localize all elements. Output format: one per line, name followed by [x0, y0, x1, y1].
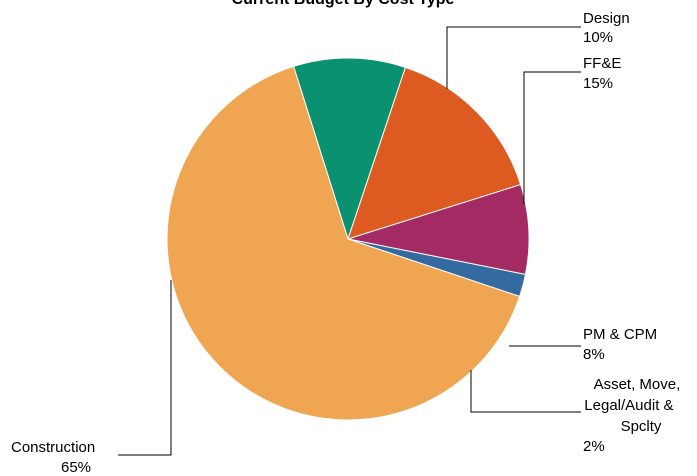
pie-slice-construction	[166, 65, 521, 421]
chart-title: Current Budget By Cost Type	[232, 0, 455, 8]
leader-line-ffe	[523, 71, 581, 204]
slice-value-pm-cpm: 8%	[583, 346, 605, 363]
pie-slice-ff-e	[347, 66, 522, 240]
slice-label-asset-line3: Spclty	[621, 418, 662, 435]
leader-line-asset	[470, 370, 581, 413]
slice-value-ffe: 15%	[583, 75, 613, 92]
pie-slice-design	[292, 57, 407, 241]
slice-label-asset-line2: Legal/Audit &	[584, 397, 673, 414]
leader-line-construction	[118, 280, 172, 456]
slice-label-construction: Construction	[11, 439, 95, 456]
slice-value-asset: 2%	[583, 438, 605, 455]
slice-label-ffe: FF&E	[583, 55, 621, 72]
slice-label-pm-cpm: PM & CPM	[583, 326, 657, 343]
leader-line-design	[446, 26, 581, 89]
slice-label-asset-line1: Asset, Move,	[594, 376, 681, 393]
slice-label-design: Design	[583, 10, 630, 27]
slice-value-design: 10%	[583, 29, 613, 46]
slice-value-construction: 65%	[61, 459, 91, 476]
pie-slice-pm-cpm	[347, 183, 530, 276]
slice-label-asset: Asset, Move, Legal/Audit & Spclty	[584, 376, 684, 435]
